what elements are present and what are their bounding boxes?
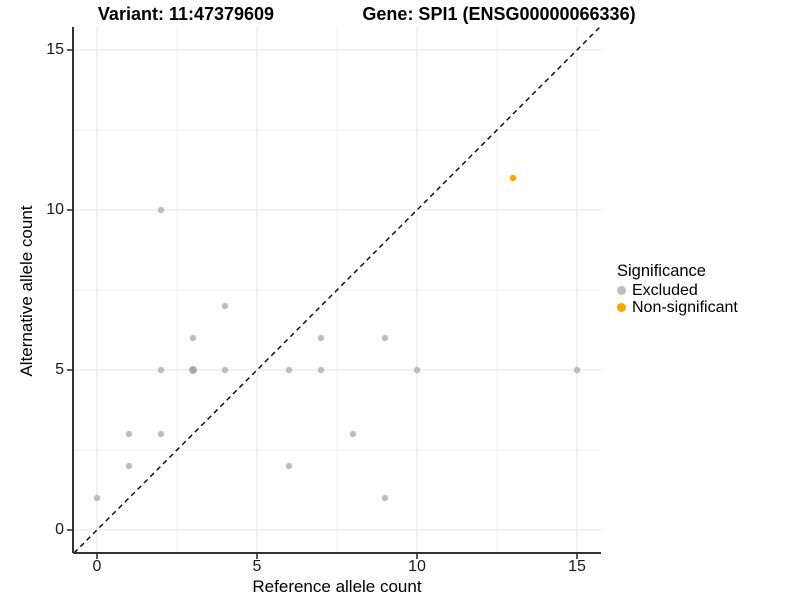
data-point-excluded (285, 462, 293, 470)
y-axis-title: Alternative allele count (17, 205, 36, 377)
data-point-excluded (413, 366, 421, 374)
data-point-excluded (93, 494, 101, 502)
data-point-non-significant (509, 174, 517, 182)
legend: Significance Excluded Non-significant (617, 261, 738, 316)
data-point-excluded (221, 302, 229, 310)
y-tick-label: 5 (55, 361, 64, 378)
legend-title: Significance (617, 262, 706, 280)
data-point-excluded (189, 366, 197, 374)
legend-item-label: Non-significant (632, 299, 738, 316)
x-tick-label: 0 (92, 558, 102, 575)
legend-dot-icon (617, 303, 626, 312)
legend-item: Excluded (617, 282, 738, 299)
x-tick-label: 5 (252, 558, 262, 575)
data-point-excluded (381, 334, 389, 342)
data-point-excluded (573, 366, 581, 374)
identity-line (73, 26, 601, 554)
x-tick-label: 10 (408, 558, 426, 575)
data-point-excluded (157, 430, 165, 438)
legend-item: Non-significant (617, 299, 738, 316)
data-point-excluded (381, 494, 389, 502)
legend-item-label: Excluded (632, 282, 698, 299)
data-point-excluded (189, 334, 197, 342)
data-point-excluded (157, 206, 165, 214)
legend-dot-icon (617, 286, 626, 295)
x-tick-label: 15 (568, 558, 586, 575)
variant-title: Variant: 11:47379609 (97, 4, 275, 24)
data-point-excluded (157, 366, 165, 374)
data-point-excluded (285, 366, 293, 374)
legend-items: Excluded Non-significant (617, 282, 738, 316)
data-point-excluded (125, 430, 133, 438)
data-point-excluded (349, 430, 357, 438)
x-axis-title: Reference allele count (252, 577, 422, 596)
y-tick-label: 0 (55, 521, 64, 538)
gene-title: Gene: SPI1 (ENSG00000066336) (362, 4, 636, 24)
y-tick-label: 15 (46, 41, 64, 58)
y-tick-label: 10 (46, 201, 64, 218)
data-point-excluded (317, 334, 325, 342)
data-point-excluded (125, 462, 133, 470)
data-point-excluded (221, 366, 229, 374)
data-point-excluded (317, 366, 325, 374)
